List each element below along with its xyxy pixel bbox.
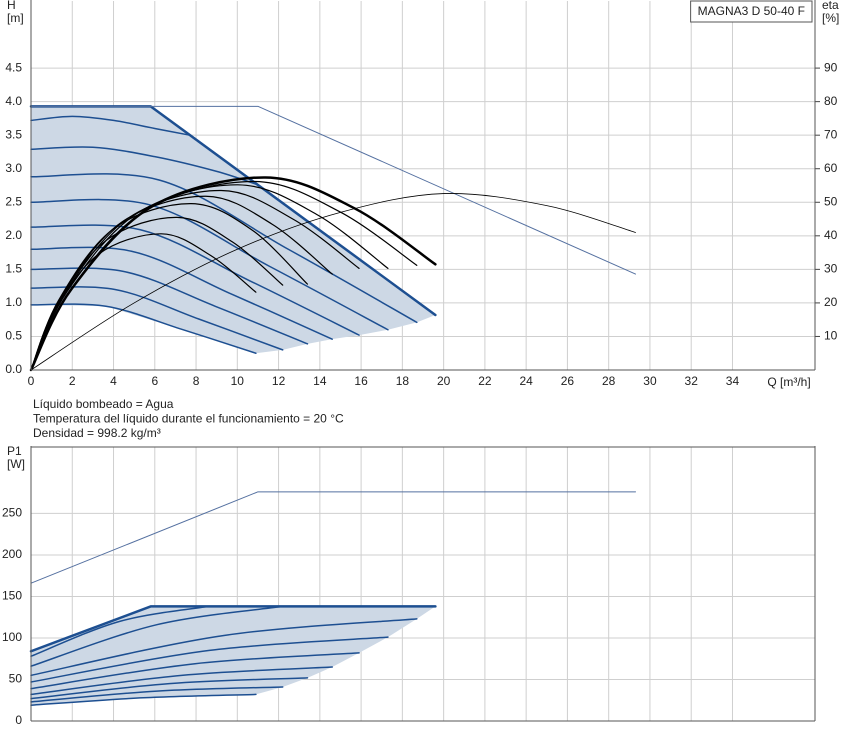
performance-curve: [30, 303, 257, 354]
y-tick-label: 3.5: [5, 127, 22, 141]
performance-curve: [30, 677, 309, 700]
performance-curve: [30, 666, 333, 696]
performance-curve: [30, 105, 637, 275]
x-tick-label: 6: [151, 374, 158, 388]
x-tick-label: 26: [561, 374, 575, 388]
x-tick-label: 30: [643, 374, 657, 388]
performance-curve: [30, 686, 284, 703]
y2-tick-label: 70: [824, 127, 838, 141]
performance-curve: [30, 173, 418, 324]
y-tick-label: 4.0: [5, 94, 22, 108]
x-tick-label: 24: [519, 374, 533, 388]
x-tick-label: 18: [396, 374, 410, 388]
x-tick-label: 10: [231, 374, 245, 388]
performance-curve: [30, 267, 309, 345]
performance-curve: [30, 224, 360, 336]
y-tick-label: 0.5: [5, 329, 22, 343]
y-axis-label: P1: [7, 444, 22, 458]
x-tick-label: 4: [110, 374, 117, 388]
y-axis-label: H: [7, 0, 16, 12]
performance-curve: [30, 491, 637, 584]
y-tick-label: 50: [9, 672, 23, 686]
y-axis-label: [W]: [7, 457, 25, 471]
x-tick-label: 8: [193, 374, 200, 388]
performance-curve: [30, 246, 333, 340]
y2-tick-label: 90: [824, 60, 838, 74]
y2-tick-label: 50: [824, 194, 838, 208]
performance-curve: [30, 198, 389, 331]
performance-curve: [30, 605, 284, 667]
note: Temperatura del líquido durante el funci…: [33, 412, 344, 426]
chart-title: MAGNA3 D 50-40 F: [698, 4, 805, 18]
x-tick-label: 32: [685, 374, 699, 388]
y-tick-label: 250: [2, 506, 22, 520]
y-tick-label: 3.0: [5, 161, 22, 175]
x-tick-label: 12: [272, 374, 286, 388]
y2-tick-label: 30: [824, 262, 838, 276]
y2-axis-label: [%]: [822, 11, 839, 25]
x-tick-label: 2: [69, 374, 76, 388]
y-tick-label: 2.5: [5, 194, 22, 208]
performance-curve: [30, 636, 389, 683]
efficiency-curve: [30, 184, 389, 371]
y-tick-label: 150: [2, 589, 22, 603]
x-axis-label: Q [m³/h]: [767, 375, 810, 389]
note: Líquido bombeado = Agua: [33, 397, 174, 411]
performance-curve: [29, 605, 437, 653]
y-tick-label: 0.0: [5, 362, 22, 376]
x-tick-label: 16: [354, 374, 368, 388]
efficiency-curve: [30, 233, 257, 371]
performance-curve: [30, 652, 360, 690]
y-tick-label: 100: [2, 630, 22, 644]
performance-curve: [30, 146, 259, 186]
y2-tick-label: 20: [824, 295, 838, 309]
x-tick-label: 0: [28, 374, 35, 388]
x-tick-label: 20: [437, 374, 451, 388]
performance-curve: [30, 618, 418, 677]
x-tick-label: 34: [726, 374, 740, 388]
y-axis-label: [m]: [7, 11, 24, 25]
title-box: [690, 0, 813, 23]
y-tick-label: 1.0: [5, 295, 22, 309]
y2-tick-label: 80: [824, 94, 838, 108]
x-tick-label: 28: [602, 374, 616, 388]
x-tick-label: 22: [478, 374, 492, 388]
y2-tick-label: 60: [824, 161, 838, 175]
y-tick-label: 200: [2, 547, 22, 561]
performance-curve: [30, 693, 257, 706]
y-tick-label: 2.0: [5, 228, 22, 242]
performance-curve: [30, 605, 210, 657]
y-tick-label: 1.5: [5, 262, 22, 276]
efficiency-curve: [30, 216, 284, 371]
y2-tick-label: 10: [824, 329, 838, 343]
y-tick-label: 4.5: [5, 60, 22, 74]
y2-axis-label: eta: [822, 0, 839, 12]
y2-tick-label: 40: [824, 228, 838, 242]
y-tick-label: 0: [15, 713, 22, 727]
note: Densidad = 998.2 kg/m³: [33, 426, 161, 440]
operating-area: [31, 106, 436, 354]
performance-curve: [30, 115, 191, 136]
x-tick-label: 14: [313, 374, 327, 388]
